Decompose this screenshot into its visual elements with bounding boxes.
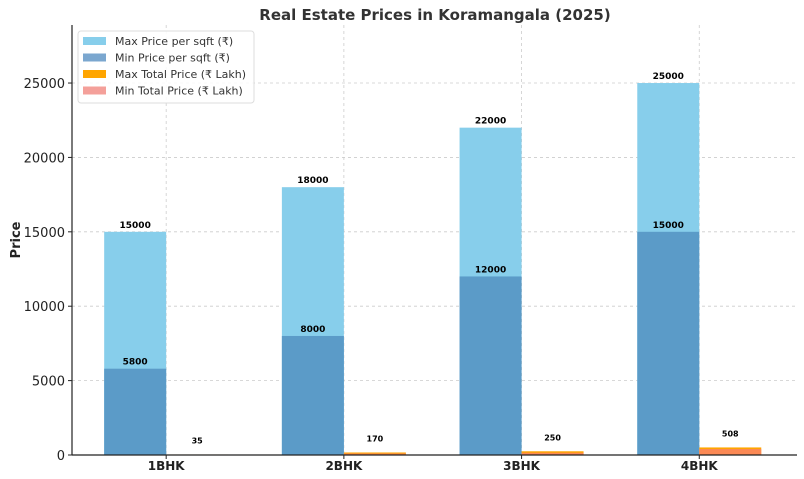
legend-entry: Min Total Price (₹ Lakh) bbox=[115, 85, 243, 98]
bar-min-total-price-lakh-3bhk bbox=[521, 452, 584, 455]
data-label-total: 35 bbox=[192, 436, 204, 445]
y-tick-label: 5000 bbox=[32, 375, 65, 390]
legend-swatch bbox=[83, 53, 106, 62]
bar-min-price-per-sqft-1bhk bbox=[104, 368, 167, 455]
legend-swatch bbox=[83, 86, 106, 95]
y-axis-label: Price bbox=[9, 221, 24, 258]
data-label-min-sqft: 5800 bbox=[123, 358, 148, 368]
legend-frame bbox=[77, 30, 255, 104]
legend-entry: Min Price per sqft (₹) bbox=[115, 52, 230, 65]
data-label-total: 250 bbox=[544, 433, 561, 442]
data-label-max-sqft: 22000 bbox=[475, 117, 506, 127]
bar-min-price-per-sqft-2bhk bbox=[281, 335, 344, 455]
legend: Max Price per sqft (₹) Min Price per sqft… bbox=[77, 30, 255, 104]
legend-swatch bbox=[83, 37, 106, 45]
chart-title: Real Estate Prices in Koramangala (2025) bbox=[259, 6, 610, 24]
bar-min-price-per-sqft-4bhk bbox=[637, 231, 700, 455]
data-label-min-sqft: 12000 bbox=[475, 265, 506, 275]
y-tick-label: 25000 bbox=[24, 77, 65, 92]
bar-min-total-price-lakh-2bhk bbox=[343, 453, 406, 455]
bar-min-total-price-lakh-4bhk bbox=[699, 449, 762, 455]
y-tick-label: 0 bbox=[57, 449, 65, 464]
data-label-total: 170 bbox=[367, 434, 384, 443]
x-tick-label: 4BHK bbox=[681, 459, 719, 473]
y-tick-label: 20000 bbox=[24, 151, 65, 166]
data-label-min-sqft: 15000 bbox=[653, 221, 684, 231]
data-label-max-sqft: 18000 bbox=[297, 176, 328, 186]
data-label-max-sqft: 25000 bbox=[653, 72, 684, 82]
x-tick-label: 3BHK bbox=[503, 459, 541, 473]
x-tick-label: 1BHK bbox=[148, 459, 186, 473]
data-label-min-sqft: 8000 bbox=[300, 325, 325, 335]
legend-swatch bbox=[83, 70, 106, 78]
data-label-total: 508 bbox=[722, 429, 739, 438]
bar-min-price-per-sqft-3bhk bbox=[459, 276, 522, 455]
data-label-max-sqft: 15000 bbox=[120, 221, 151, 231]
x-tick-label: 2BHK bbox=[325, 459, 363, 473]
y-tick-label: 15000 bbox=[24, 226, 65, 241]
legend-entry: Max Price per sqft (₹) bbox=[115, 35, 233, 48]
y-tick-label: 10000 bbox=[24, 300, 65, 315]
legend-entry: Max Total Price (₹ Lakh) bbox=[115, 68, 246, 81]
